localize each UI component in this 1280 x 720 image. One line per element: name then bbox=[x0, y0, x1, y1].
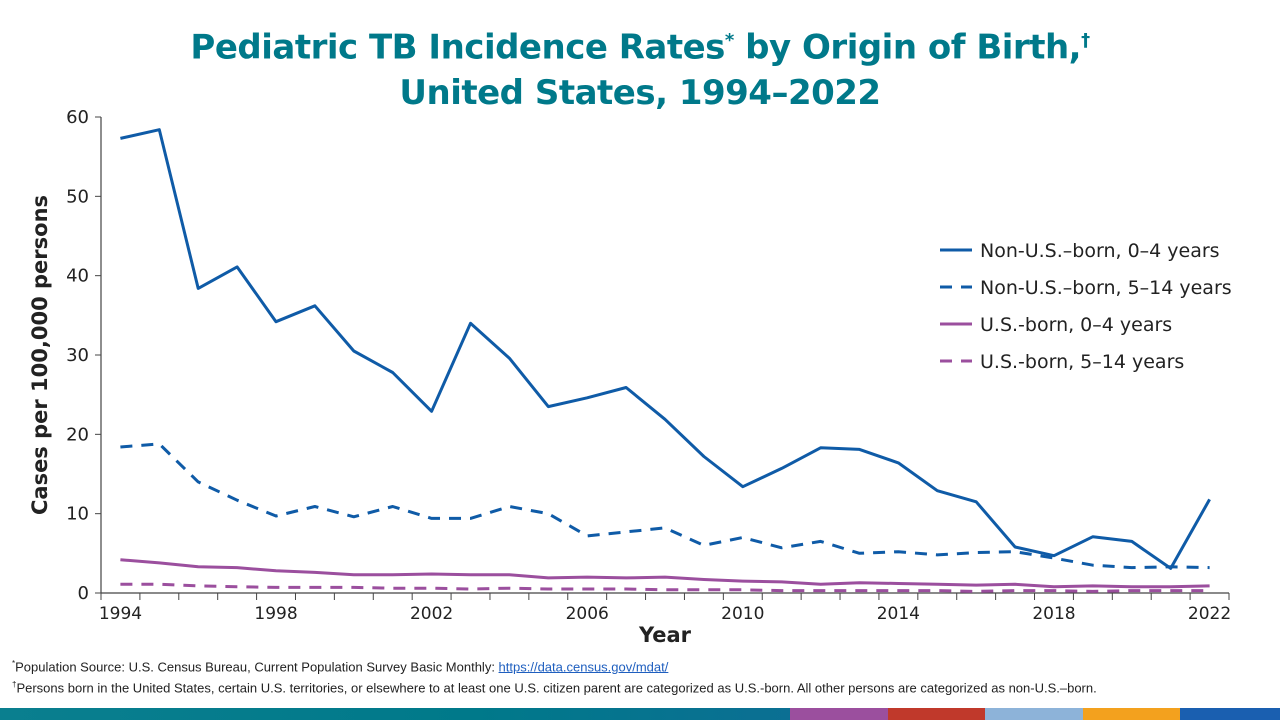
series-line-1 bbox=[120, 442, 1210, 570]
series-line-2 bbox=[120, 558, 1210, 589]
y-tick-label: 40 bbox=[66, 266, 89, 287]
x-tick-label: 1998 bbox=[254, 604, 297, 624]
color-bar-segment bbox=[1083, 708, 1180, 720]
y-tick-label: 20 bbox=[66, 424, 89, 445]
footnote-mark: * bbox=[12, 659, 16, 668]
color-bar-segment bbox=[790, 708, 888, 720]
legend-label: Non-U.S.–born, 5–14 years bbox=[980, 277, 1232, 299]
x-tick-label: 2010 bbox=[721, 604, 764, 624]
y-tick-label: 60 bbox=[66, 107, 89, 128]
y-tick-label: 10 bbox=[66, 504, 89, 525]
legend-label: U.S.-born, 0–4 years bbox=[980, 314, 1172, 336]
legend-label: Non-U.S.–born, 0–4 years bbox=[980, 240, 1220, 262]
series-line-3 bbox=[120, 582, 1210, 593]
color-bar-segment bbox=[985, 708, 1083, 720]
x-axis-label: Year bbox=[638, 623, 692, 647]
y-tick-label: 30 bbox=[66, 345, 89, 366]
footnote-text: Persons born in the United States, certa… bbox=[16, 680, 1097, 696]
title-text-mid: by Origin of Birth, bbox=[733, 27, 1082, 68]
color-bar-segment bbox=[1180, 708, 1280, 720]
color-bar-segment bbox=[0, 708, 790, 720]
color-bar-segment bbox=[888, 708, 985, 720]
footnote-text: Population Source: U.S. Census Bureau, C… bbox=[15, 659, 499, 675]
x-tick-label: 2018 bbox=[1032, 604, 1075, 624]
footnote-2: †Persons born in the United States, cert… bbox=[12, 680, 1097, 695]
y-tick-label: 50 bbox=[66, 186, 89, 207]
title-text: Pediatric TB Incidence Rates bbox=[190, 27, 725, 68]
title-footnote-mark: * bbox=[724, 30, 734, 51]
x-tick-label: 1994 bbox=[99, 604, 142, 624]
bottom-color-bar bbox=[0, 708, 1280, 720]
x-tick-label: 2002 bbox=[410, 604, 453, 624]
series-line-0 bbox=[120, 128, 1211, 570]
footnote-mark: † bbox=[12, 680, 17, 689]
chart-title: Pediatric TB Incidence Rates* by Origin … bbox=[0, 18, 1280, 116]
x-tick-label: 2014 bbox=[877, 604, 920, 624]
y-axis-label: Cases per 100,000 persons bbox=[28, 195, 52, 515]
title-line-2: United States, 1994–2022 bbox=[399, 73, 881, 114]
y-tick-label: 0 bbox=[78, 583, 89, 604]
census-link[interactable]: https://data.census.gov/mdat/ bbox=[498, 659, 669, 675]
x-tick-label: 2022 bbox=[1188, 604, 1231, 624]
legend-label: U.S.-born, 5–14 years bbox=[980, 351, 1184, 373]
x-tick-label: 2006 bbox=[566, 604, 609, 624]
footnote-1: *Population Source: U.S. Census Bureau, … bbox=[12, 659, 668, 674]
title-footnote-mark-2: † bbox=[1081, 30, 1090, 51]
